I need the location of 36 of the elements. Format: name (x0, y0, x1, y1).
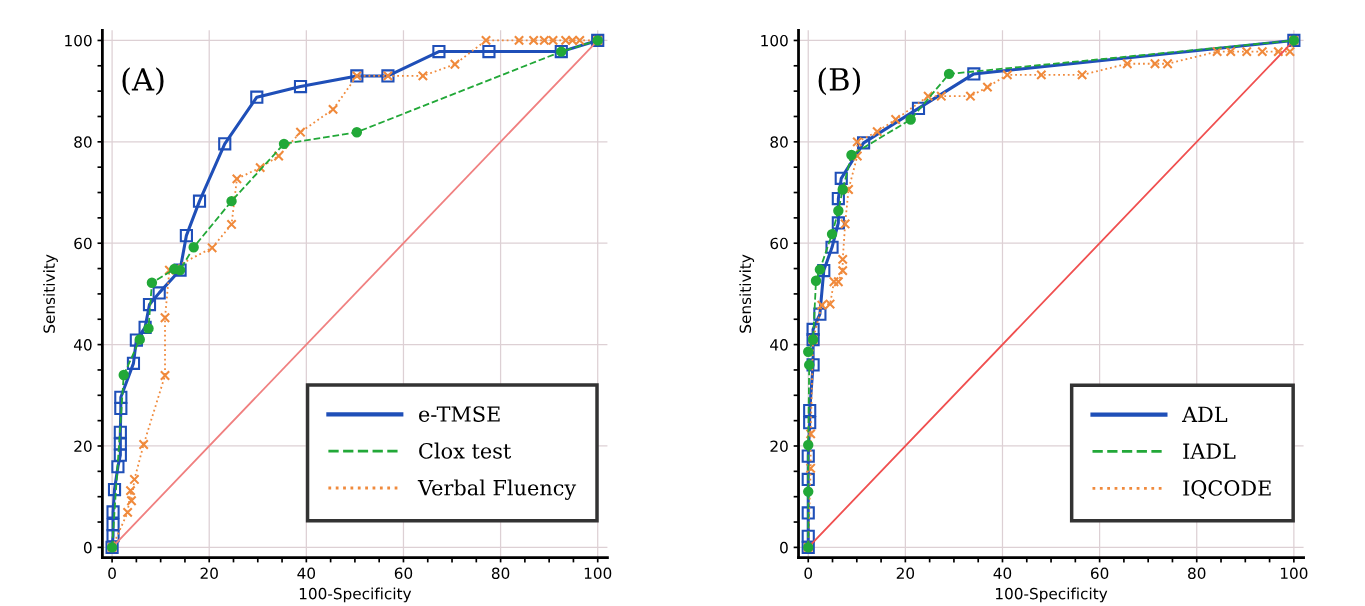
y-tick-label: 20 (770, 440, 788, 453)
y-axis-title: Sensitivity (43, 254, 58, 333)
y-tick-label: 60 (770, 237, 788, 250)
x-axis-title: 100-Specificity (299, 587, 412, 603)
legend-label: IADL (1183, 443, 1236, 459)
legend-label: e-TMSE (419, 406, 500, 422)
x-axis-title: 100-Specificity (996, 587, 1108, 603)
y-tick-label: 40 (770, 339, 788, 351)
x-tick-label: 60 (394, 567, 413, 580)
legend-label: IQCODE (1183, 480, 1271, 499)
x-tick-label: 60 (1090, 567, 1109, 580)
y-tick-label: 20 (74, 440, 92, 453)
y-tick-label: 60 (74, 237, 92, 250)
x-tick-label: 80 (491, 567, 510, 580)
legend-label: Verbal Fluency (417, 479, 577, 500)
legend-label: Clox test (419, 442, 512, 459)
x-tick-label: 0 (108, 567, 116, 580)
x-tick-label: 40 (297, 567, 316, 580)
x-tick-label: 40 (993, 567, 1012, 580)
x-tick-label: 20 (896, 567, 915, 580)
text: (A) (122, 67, 164, 96)
x-tick-label: 100 (1280, 567, 1308, 580)
y-tick-label: 100 (65, 34, 92, 47)
text: (B) (818, 67, 861, 96)
x-tick-label: 0 (804, 567, 813, 580)
legend-label: ADL (1181, 406, 1228, 422)
y-tick-label: 80 (770, 136, 788, 148)
y-tick-label: 80 (74, 136, 92, 148)
y-tick-label: 40 (73, 339, 92, 351)
y-tick-label: 0 (83, 541, 92, 554)
y-tick-label: 100 (761, 34, 788, 47)
x-tick-label: 80 (1188, 567, 1206, 580)
y-axis-title: Sensitivity (739, 254, 755, 333)
y-tick-label: 0 (780, 541, 788, 554)
x-tick-label: 20 (200, 567, 218, 580)
x-tick-label: 100 (584, 567, 612, 580)
